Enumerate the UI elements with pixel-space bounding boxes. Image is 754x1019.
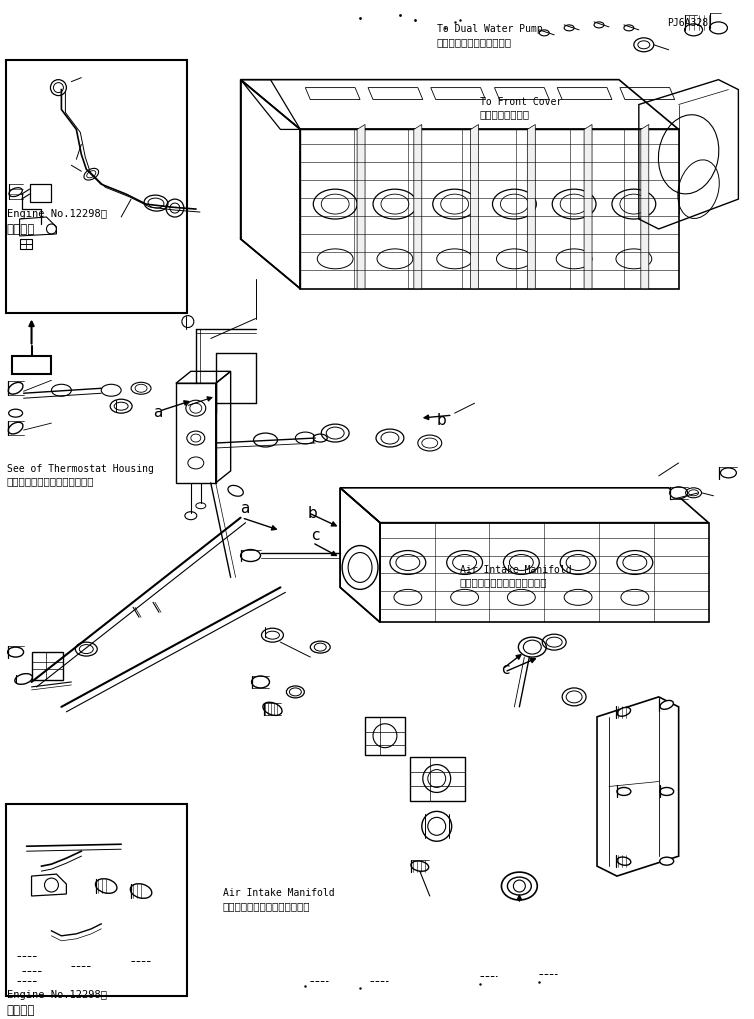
Ellipse shape xyxy=(8,422,23,434)
Ellipse shape xyxy=(539,30,549,36)
Ellipse shape xyxy=(8,647,23,657)
Text: サーモスタットハウジング参照: サーモスタットハウジング参照 xyxy=(7,476,94,486)
Polygon shape xyxy=(414,124,421,288)
Text: 適用号機: 適用号機 xyxy=(7,1004,35,1017)
Text: See of Thermostat Housing: See of Thermostat Housing xyxy=(7,464,154,474)
Text: 適用号機: 適用号機 xyxy=(7,223,35,236)
Bar xyxy=(6,804,187,996)
Ellipse shape xyxy=(710,21,728,34)
Text: a: a xyxy=(153,406,162,420)
Bar xyxy=(32,652,63,680)
Polygon shape xyxy=(470,124,479,288)
Text: エアーインテークマニホールド: エアーインテークマニホールド xyxy=(222,901,310,911)
Bar xyxy=(365,716,405,755)
Text: Air Intake Manifold: Air Intake Manifold xyxy=(222,888,334,898)
Text: Engine No.12298～: Engine No.12298～ xyxy=(7,989,106,1000)
Ellipse shape xyxy=(313,434,327,442)
Ellipse shape xyxy=(228,485,244,496)
Text: エアーインテークマニホールド: エアーインテークマニホールド xyxy=(460,578,547,587)
Text: PJ6A328: PJ6A328 xyxy=(667,18,708,28)
Ellipse shape xyxy=(660,788,673,796)
Ellipse shape xyxy=(660,857,673,865)
Text: a: a xyxy=(241,500,250,516)
Polygon shape xyxy=(357,124,365,288)
Ellipse shape xyxy=(263,702,282,715)
Ellipse shape xyxy=(196,502,206,508)
Ellipse shape xyxy=(624,24,634,31)
Bar xyxy=(410,757,464,801)
Text: To Front Cover: To Front Cover xyxy=(480,97,562,107)
Text: b: b xyxy=(308,505,317,521)
Ellipse shape xyxy=(241,549,261,561)
Bar xyxy=(29,184,51,202)
Text: c: c xyxy=(501,662,510,677)
Ellipse shape xyxy=(9,187,23,197)
Ellipse shape xyxy=(8,382,23,394)
Text: b: b xyxy=(437,413,446,428)
Ellipse shape xyxy=(617,788,631,796)
Ellipse shape xyxy=(411,861,429,871)
Ellipse shape xyxy=(618,707,630,716)
Ellipse shape xyxy=(685,23,703,36)
Bar xyxy=(11,357,51,374)
Ellipse shape xyxy=(185,512,197,520)
Ellipse shape xyxy=(670,487,688,498)
Polygon shape xyxy=(641,124,648,288)
Ellipse shape xyxy=(564,24,574,31)
Polygon shape xyxy=(584,124,592,288)
Ellipse shape xyxy=(15,674,32,685)
Bar xyxy=(20,238,32,249)
Text: Engine No.12298～: Engine No.12298～ xyxy=(7,209,106,219)
Text: To Dual Water Pump: To Dual Water Pump xyxy=(437,23,542,34)
Ellipse shape xyxy=(617,857,631,865)
Polygon shape xyxy=(527,124,535,288)
Ellipse shape xyxy=(8,410,23,417)
Text: デュアルウォータポンプへ: デュアルウォータポンプへ xyxy=(437,37,512,47)
Ellipse shape xyxy=(252,676,269,688)
Text: フロントカバーへ: フロントカバーへ xyxy=(480,109,529,119)
Text: Air Intake Manifold: Air Intake Manifold xyxy=(460,566,572,576)
Ellipse shape xyxy=(721,468,737,478)
Ellipse shape xyxy=(594,21,604,28)
Ellipse shape xyxy=(660,700,673,709)
Ellipse shape xyxy=(130,883,152,899)
Text: c: c xyxy=(311,528,320,543)
Ellipse shape xyxy=(96,878,117,894)
Bar xyxy=(6,60,187,313)
